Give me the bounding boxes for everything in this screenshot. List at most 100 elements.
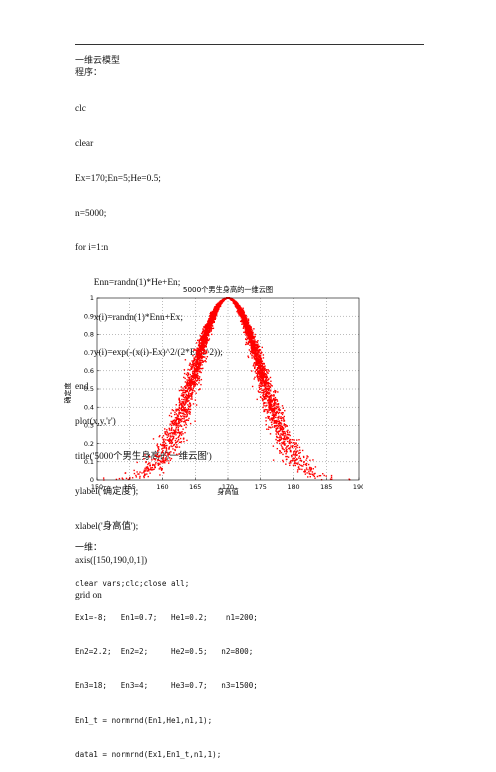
data-point (294, 462, 295, 463)
data-point (281, 434, 282, 435)
data-point (219, 303, 220, 304)
data-point (288, 434, 289, 435)
data-point (315, 466, 316, 467)
data-point (286, 426, 287, 427)
data-point (254, 341, 255, 342)
data-point (266, 424, 267, 425)
data-point (284, 423, 285, 424)
data-point (200, 354, 201, 355)
data-point (282, 408, 283, 409)
data-point (248, 357, 249, 358)
data-point (272, 406, 273, 407)
data-point (299, 447, 300, 448)
data-point (172, 409, 173, 410)
data-point (193, 360, 194, 361)
data-point (192, 371, 193, 372)
data-point (298, 467, 299, 468)
data-point (271, 418, 272, 419)
data-point (215, 312, 216, 313)
data-point (263, 389, 264, 390)
data-point (275, 420, 276, 421)
data-point (249, 329, 250, 330)
data-point (291, 456, 292, 457)
data-point (297, 445, 298, 446)
data-point (184, 378, 185, 379)
data-point (297, 450, 298, 451)
data-point (143, 472, 144, 473)
data-point (278, 426, 279, 427)
data-point (139, 476, 140, 477)
data-point (205, 330, 206, 331)
data-point (303, 464, 304, 465)
data-point (180, 424, 181, 425)
data-point (267, 400, 268, 401)
data-point (270, 406, 271, 407)
data-point (190, 380, 191, 381)
data-point (198, 345, 199, 346)
data-point (188, 406, 189, 407)
data-point (271, 394, 272, 395)
data-point (245, 339, 246, 340)
data-point (135, 475, 136, 476)
data-point (207, 330, 208, 331)
data-point (250, 346, 251, 347)
data-point (188, 397, 189, 398)
data-point (284, 416, 285, 417)
data-point (320, 475, 321, 476)
data-point (197, 375, 198, 376)
data-point (164, 460, 165, 461)
data-point (261, 351, 262, 352)
data-point (251, 333, 252, 334)
data-point (178, 439, 179, 440)
data-point (183, 403, 184, 404)
data-point (162, 445, 163, 446)
data-point (169, 415, 170, 416)
data-point (299, 464, 300, 465)
data-point (221, 301, 222, 302)
data-point (268, 379, 269, 380)
data-point (172, 432, 173, 433)
code-line: Ex=170;En=5;He=0.5; (75, 174, 223, 186)
data-point (196, 380, 197, 381)
data-point (267, 388, 268, 389)
data-point (143, 476, 144, 477)
data-point (210, 331, 211, 332)
data-point (162, 462, 163, 463)
data-point (266, 429, 267, 430)
data-point (282, 427, 283, 428)
data-point (188, 388, 189, 389)
data-point (248, 335, 249, 336)
data-point (268, 426, 269, 427)
data-point (133, 470, 134, 471)
data-point (201, 361, 202, 362)
data-point (266, 388, 267, 389)
data-point (274, 390, 275, 391)
data-point (147, 470, 148, 471)
data-point (198, 356, 199, 357)
data-point (258, 380, 259, 381)
data-point (183, 399, 184, 400)
data-point (282, 448, 283, 449)
data-point (207, 335, 208, 336)
data-point (176, 423, 177, 424)
data-point (178, 399, 179, 400)
data-point (195, 356, 196, 357)
data-point (179, 401, 180, 402)
data-point (263, 405, 264, 406)
data-point (256, 369, 257, 370)
data-point (172, 423, 173, 424)
data-point (282, 412, 283, 413)
data-point (215, 314, 216, 315)
data-point (186, 400, 187, 401)
data-point (285, 426, 286, 427)
data-point (194, 349, 195, 350)
data-point (184, 416, 185, 417)
data-point (194, 421, 195, 422)
data-point (193, 388, 194, 389)
data-point (165, 443, 166, 444)
data-point (195, 399, 196, 400)
data-point (270, 381, 271, 382)
data-point (280, 416, 281, 417)
data-point (157, 459, 158, 460)
data-point (149, 469, 150, 470)
